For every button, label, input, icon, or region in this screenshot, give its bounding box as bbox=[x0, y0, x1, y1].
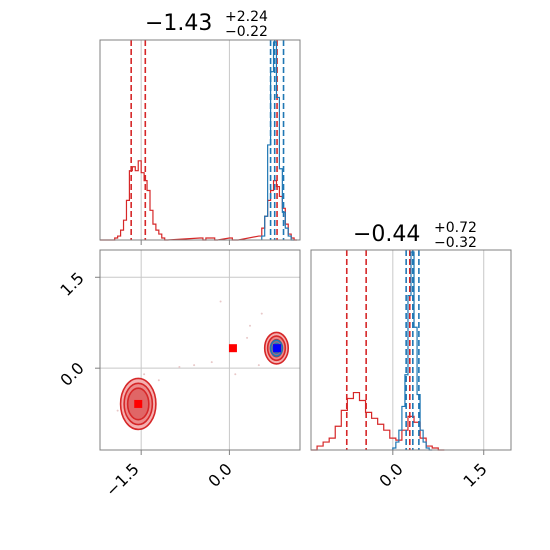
xtick-label-4: 1.5 bbox=[459, 459, 490, 490]
best-fit-red-1 bbox=[228, 344, 237, 353]
hist-p2-red bbox=[311, 391, 445, 451]
sample-point-9 bbox=[260, 312, 263, 315]
hist-p2-blue bbox=[392, 251, 433, 451]
best-fit-red-0 bbox=[134, 399, 143, 408]
right-frame bbox=[310, 249, 512, 451]
sample-point-6 bbox=[234, 373, 237, 376]
corner-frame bbox=[99, 249, 301, 451]
sample-point-0 bbox=[157, 379, 160, 382]
hist-p1-blue bbox=[261, 41, 295, 241]
xtick-label-1: −1.5 bbox=[102, 459, 143, 500]
sample-point-11 bbox=[219, 300, 222, 303]
title-param-2: −0.44 bbox=[353, 222, 420, 247]
sample-point-4 bbox=[249, 324, 251, 327]
xtick-label-3: 0.0 bbox=[375, 459, 406, 490]
joint-panel bbox=[95, 249, 301, 455]
sample-point-3 bbox=[246, 336, 249, 339]
title-1-upper: +2.24 bbox=[225, 9, 268, 25]
sample-point-8 bbox=[116, 409, 119, 412]
ytick-label-1: 0.0 bbox=[56, 358, 87, 389]
ytick-label-2: 1.5 bbox=[56, 268, 87, 299]
sample-point-1 bbox=[193, 364, 196, 367]
title-param-1: −1.43 bbox=[145, 11, 212, 36]
title-1-lower: −0.22 bbox=[225, 24, 268, 40]
title-1-value: −1.43 bbox=[145, 11, 212, 36]
marginal-panel-param-1 bbox=[99, 39, 301, 245]
best-fit-blue-0 bbox=[273, 344, 282, 353]
sample-point-2 bbox=[210, 361, 213, 364]
marginal-panel-param-2 bbox=[310, 249, 512, 455]
sample-point-10 bbox=[178, 365, 181, 368]
title-2-value: −0.44 bbox=[353, 222, 420, 247]
title-2-upper: +0.72 bbox=[434, 220, 477, 236]
sample-point-7 bbox=[143, 373, 146, 376]
sample-point-5 bbox=[257, 364, 260, 367]
top-frame bbox=[99, 39, 301, 241]
title-2-lower: −0.32 bbox=[434, 235, 477, 251]
xtick-label-2: 0.0 bbox=[204, 459, 235, 490]
